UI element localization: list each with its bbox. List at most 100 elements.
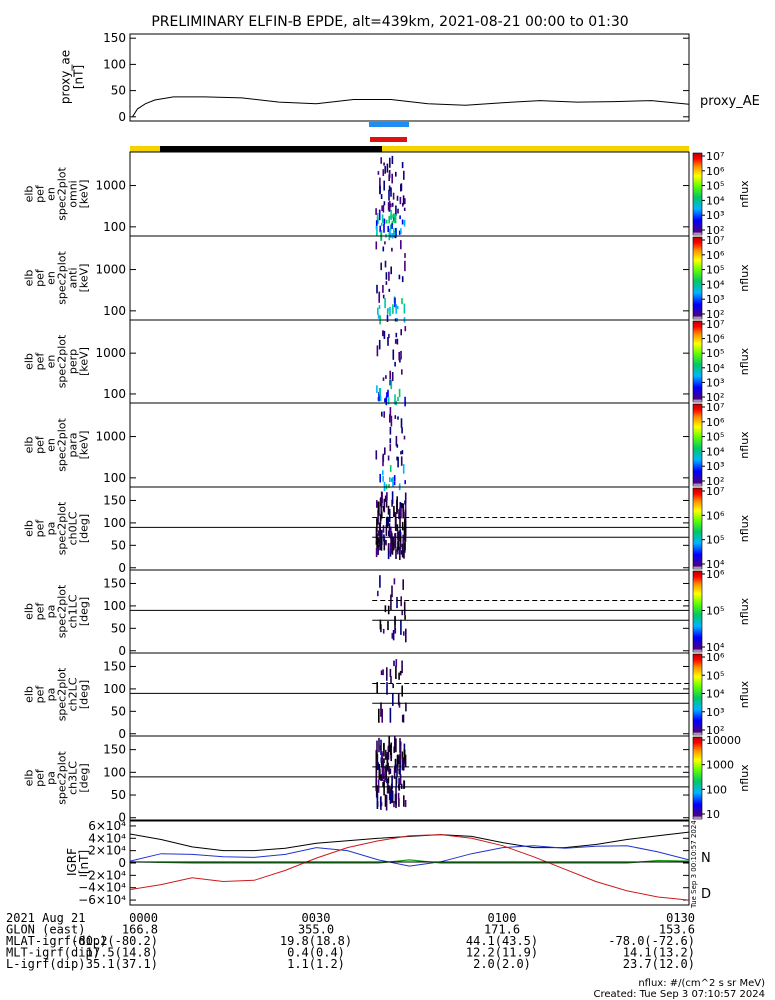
spectrogram-pixel (387, 337, 389, 346)
spectrogram-pixel (375, 241, 378, 250)
spectrogram-pixel (392, 213, 395, 217)
axis-label-line: elb (23, 770, 36, 787)
spectrogram-pixel (380, 670, 383, 675)
spectrogram-pixel (385, 281, 388, 285)
spectrogram-pixel (390, 203, 392, 208)
spectrogram-pixel (384, 749, 387, 760)
spectrogram-pixel (399, 753, 401, 764)
spectrogram-pixel (397, 396, 399, 401)
spectrogram-pixel (375, 752, 378, 759)
spectrogram-pixel (385, 396, 388, 406)
spectrogram-pixel (395, 227, 397, 237)
spectrogram-pixel (386, 682, 388, 695)
spectrogram-pixel (387, 396, 390, 405)
spectrogram-pixel (389, 379, 391, 386)
spectrogram-pixel (380, 537, 383, 551)
spectrogram-pixel (392, 630, 395, 641)
spectrogram-pixel (403, 220, 406, 227)
spectrogram-pixel (398, 530, 400, 542)
ephemeris-value: 153.6 (659, 923, 695, 937)
axis-label-line: para (67, 433, 80, 458)
spectrogram-pixel (399, 670, 402, 676)
spectrogram-pixel (398, 702, 401, 708)
spectrogram-pixel (387, 505, 390, 515)
panel-frame (129, 735, 690, 821)
spectrogram-pixel (387, 389, 389, 398)
spectrogram-pixel (375, 450, 378, 460)
spectrogram-pixel (401, 521, 404, 531)
spectrogram-pixel (387, 543, 390, 551)
spectrogram-pixel (401, 609, 403, 616)
ephemeris-row-label: 2021 Aug 21 (6, 911, 85, 925)
ephemeris-table: 2021 Aug 21 0000 0030 0100 0130 GLON (east) 16… (6, 911, 695, 971)
spectrogram-pixel (400, 596, 402, 607)
spectrogram-pixel (380, 801, 383, 807)
axis-label-line: ch1LC (67, 594, 80, 628)
spectrogram-pixel (387, 777, 390, 784)
spectrogram-pixel (387, 621, 389, 631)
axis-label-line: [deg] (78, 514, 91, 543)
energy-axis-tick-label: 1000 (95, 179, 126, 193)
spectrogram-pixel (398, 798, 400, 807)
spectrogram-pixel (403, 780, 405, 789)
axis-label-line: spec2plot (56, 418, 69, 472)
axis-label-line: [deg] (78, 680, 91, 709)
spectrogram-pixel (404, 501, 407, 517)
colorbar-tick-label: 10⁶ (706, 165, 725, 178)
spectrogram-pixel (401, 660, 403, 674)
spectrogram-pixel (397, 792, 400, 800)
igrf-y-tick-label: 4×10⁴ (88, 831, 126, 845)
spectrogram-pixel (375, 787, 378, 798)
spectrogram-pixel (399, 746, 402, 761)
colorbar-tick-label: 10 (706, 808, 720, 821)
spectrogram-pixel (393, 660, 395, 667)
spectrogram-pixel (390, 266, 392, 275)
colorbar (692, 487, 703, 570)
spectrogram-pixel (399, 196, 402, 205)
spectrogram-pixel (401, 369, 403, 375)
spectrogram-pixel (391, 533, 393, 544)
axis-label-line: pa (45, 688, 58, 702)
spectrogram-pixel (377, 779, 380, 793)
colorbar-tick-label: 10⁵ (706, 669, 724, 682)
spectrogram-pixel (389, 370, 391, 380)
colorbar-label: nflux (738, 431, 751, 459)
colorbar-tick-label: 100 (706, 783, 727, 796)
spectrogram-pixel (375, 220, 378, 229)
igrf-y-tick-label: −2×10⁴ (78, 868, 126, 882)
energy-axis-tick-label: 1000 (95, 430, 126, 444)
colorbar-tick-label: 10⁷ (706, 234, 724, 247)
panel-frame (129, 402, 690, 488)
colorbar-tick-label: 10³ (706, 460, 724, 473)
spectrogram-pixel (384, 495, 387, 502)
spectrogram-pixel (404, 800, 407, 808)
spectrogram-pixel (390, 209, 392, 220)
spectrogram-pixel (392, 192, 395, 200)
spectrogram-pixel (404, 253, 406, 258)
colorbar-label: nflux (738, 597, 751, 625)
spectrogram-pixel (377, 762, 379, 770)
colorbar (692, 320, 703, 403)
spectrogram-pixel (389, 444, 392, 452)
panel-frame (129, 151, 690, 237)
axis-label-line: pa (45, 605, 58, 619)
axis-label-line: pa (45, 771, 58, 785)
ephemeris-value: 44.1(43.5) (466, 934, 538, 948)
spectrogram-pixel (396, 195, 399, 201)
spectrogram-pixel (389, 414, 391, 423)
axis-label-line: en (45, 438, 58, 452)
spectrogram-pixel (396, 305, 399, 310)
panel-frame (129, 319, 690, 404)
spectrogram-pixel (379, 396, 382, 402)
spectrogram-pixel (391, 173, 393, 184)
ephemeris-value: 0000 (129, 911, 158, 925)
spectrogram-pixel (399, 761, 401, 776)
spectrogram-pixel (380, 222, 383, 227)
spectrogram-pixel (396, 596, 398, 609)
axis-label-line: elb (23, 270, 36, 287)
spectrogram-pixel (400, 350, 402, 360)
axis-label-line: pef (34, 435, 47, 454)
spectrogram-pixel (387, 455, 390, 461)
spectrogram-pixel (395, 787, 397, 802)
spectrogram-pixel (381, 708, 383, 723)
